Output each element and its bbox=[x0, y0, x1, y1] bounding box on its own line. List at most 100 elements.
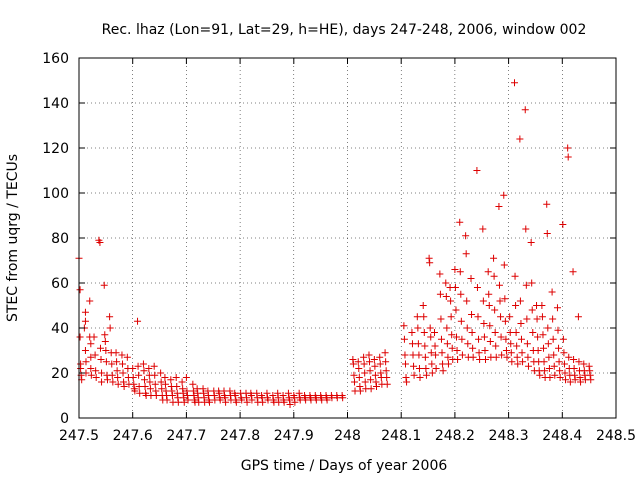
data-point bbox=[361, 369, 369, 377]
data-point bbox=[480, 320, 488, 327]
data-point bbox=[401, 360, 409, 368]
data-point bbox=[475, 349, 483, 357]
data-point bbox=[512, 302, 520, 309]
axis-ticks: 247.5 247.6 247.7 247.8 247.9 248 248.1 248.2 24… bbox=[42, 51, 636, 444]
data-point bbox=[356, 387, 364, 395]
data-point bbox=[516, 297, 524, 305]
data-point bbox=[562, 376, 570, 384]
data-point bbox=[350, 378, 358, 386]
data-point bbox=[113, 358, 121, 366]
data-point bbox=[178, 378, 186, 386]
data-point bbox=[400, 322, 408, 330]
data-point bbox=[194, 394, 202, 402]
data-point bbox=[517, 335, 525, 343]
data-point bbox=[205, 398, 213, 406]
data-point bbox=[408, 329, 416, 336]
data-point bbox=[383, 374, 391, 381]
data-point bbox=[577, 378, 585, 386]
data-point bbox=[481, 347, 489, 354]
data-point bbox=[498, 351, 506, 359]
data-point bbox=[183, 387, 191, 395]
data-point bbox=[443, 340, 451, 348]
data-point bbox=[163, 392, 171, 399]
data-point bbox=[529, 329, 537, 336]
data-point bbox=[263, 389, 271, 397]
data-point bbox=[135, 383, 143, 390]
data-point bbox=[365, 351, 373, 359]
data-point bbox=[570, 356, 578, 363]
data-point bbox=[414, 340, 422, 348]
data-point bbox=[575, 358, 583, 366]
data-point bbox=[553, 304, 561, 312]
data-point bbox=[444, 360, 452, 368]
data-point bbox=[457, 317, 465, 325]
data-point bbox=[544, 324, 552, 332]
data-point bbox=[194, 389, 202, 397]
data-point bbox=[480, 333, 488, 341]
data-point bbox=[545, 365, 553, 372]
data-point bbox=[141, 376, 149, 384]
data-point bbox=[518, 349, 526, 357]
data-point bbox=[551, 371, 559, 379]
data-point bbox=[463, 324, 471, 332]
data-point bbox=[172, 374, 180, 381]
data-point bbox=[479, 297, 487, 305]
data-point bbox=[522, 281, 530, 289]
data-point bbox=[451, 284, 459, 291]
data-point bbox=[410, 371, 418, 379]
data-point bbox=[106, 313, 114, 321]
data-point bbox=[114, 380, 122, 388]
data-point bbox=[574, 313, 582, 321]
data-point bbox=[454, 356, 462, 363]
data-point bbox=[543, 230, 551, 237]
data-point bbox=[286, 396, 294, 404]
data-point bbox=[571, 376, 579, 384]
data-point bbox=[184, 396, 192, 404]
data-point bbox=[439, 367, 447, 375]
x-tick-label: 248.5 bbox=[596, 428, 636, 444]
data-point bbox=[539, 331, 547, 339]
x-tick-label: 248.1 bbox=[381, 428, 421, 444]
data-point bbox=[382, 367, 390, 375]
data-point bbox=[431, 342, 439, 350]
data-point bbox=[426, 324, 434, 332]
data-point bbox=[354, 358, 362, 366]
data-point bbox=[371, 371, 379, 379]
data-point bbox=[511, 272, 519, 280]
data-point bbox=[269, 392, 277, 399]
data-point bbox=[226, 387, 234, 395]
data-point bbox=[474, 313, 482, 321]
data-point bbox=[416, 374, 424, 381]
data-point bbox=[167, 376, 175, 384]
data-point bbox=[151, 380, 159, 388]
data-point bbox=[555, 358, 563, 366]
data-point bbox=[565, 353, 573, 361]
data-point bbox=[96, 344, 104, 352]
data-point bbox=[152, 387, 160, 395]
data-point bbox=[377, 369, 385, 377]
y-tick-label: 20 bbox=[51, 366, 69, 382]
data-point bbox=[506, 313, 514, 321]
data-point bbox=[464, 340, 472, 348]
data-point bbox=[500, 261, 508, 269]
data-point bbox=[420, 313, 428, 321]
data-point bbox=[161, 374, 169, 381]
data-point bbox=[280, 398, 288, 406]
data-point bbox=[453, 347, 461, 354]
data-point bbox=[376, 360, 384, 368]
data-point bbox=[86, 297, 94, 305]
data-point bbox=[550, 362, 558, 370]
data-point bbox=[549, 335, 557, 343]
data-point bbox=[549, 315, 557, 323]
data-point bbox=[491, 306, 499, 314]
data-point bbox=[91, 351, 99, 359]
data-point bbox=[120, 383, 128, 390]
data-point bbox=[415, 365, 423, 372]
data-point bbox=[527, 239, 535, 246]
data-point bbox=[356, 383, 364, 390]
data-point bbox=[284, 389, 292, 397]
data-point bbox=[174, 394, 182, 402]
data-point bbox=[366, 367, 374, 375]
data-point bbox=[502, 347, 510, 354]
data-point bbox=[215, 389, 223, 397]
